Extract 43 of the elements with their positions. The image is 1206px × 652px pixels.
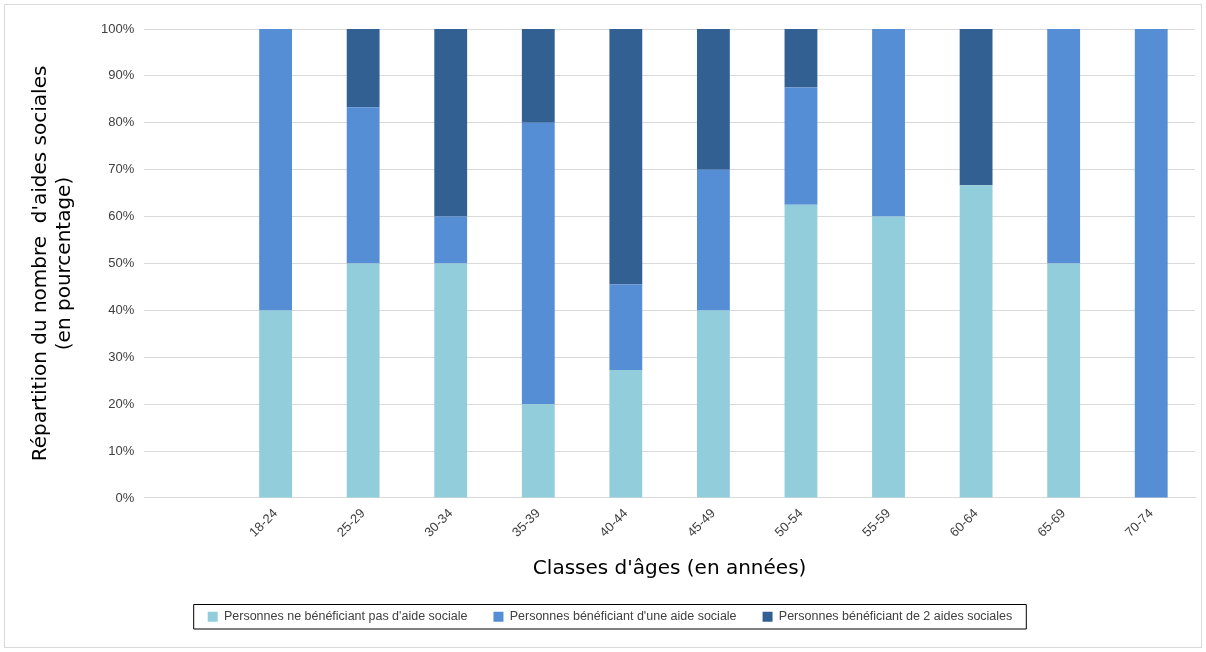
bar: [259, 29, 293, 311]
y-tick-label: 80%: [108, 114, 135, 130]
bar: [521, 29, 555, 123]
y-tick-label: 40%: [108, 301, 135, 317]
y-tick-label: 30%: [108, 348, 135, 364]
y-axis-title: Répartition du nombre d'aides sociales (en pourcentage): [27, 65, 76, 462]
bar: [434, 29, 468, 217]
y-tick-label: 50%: [108, 255, 135, 271]
bar: [872, 29, 905, 217]
bar: [784, 204, 818, 498]
bar: [434, 216, 468, 264]
bar: [872, 216, 905, 498]
bar: [959, 185, 993, 498]
y-tick-label: 90%: [108, 67, 135, 83]
legend-label: Personnes bénéficiant de 2 aides sociales: [778, 609, 1013, 624]
bar: [696, 310, 730, 498]
bar: [1047, 29, 1081, 264]
bar: [434, 263, 468, 498]
bar: [609, 29, 643, 285]
y-tick-label: 70%: [108, 161, 135, 177]
y-tick-label: 60%: [108, 208, 135, 224]
bar: [784, 87, 818, 205]
y-tick-label: 10%: [108, 442, 135, 458]
y-tick-label: 20%: [108, 395, 135, 411]
bar: [959, 29, 993, 186]
legend-label: Personnes bénéficiant d'une aide sociale: [509, 609, 737, 624]
y-tick-label: 0%: [115, 489, 135, 505]
bar: [1134, 29, 1168, 498]
bar: [521, 122, 555, 405]
bar: [521, 404, 555, 498]
bar: [696, 169, 730, 311]
bar: [346, 29, 380, 108]
bar: [784, 29, 818, 88]
bar: [696, 29, 730, 170]
y-tick-label: 100%: [101, 20, 135, 36]
bar: [1047, 263, 1081, 498]
bar: [346, 263, 380, 498]
legend-label: Personnes ne bénéficiant pas d'aide sociale: [223, 609, 468, 624]
x-axis-title: Classes d'âges (en années): [532, 554, 807, 579]
bar: [259, 310, 293, 498]
bar: [609, 369, 643, 498]
bar: [609, 284, 643, 370]
bar: [346, 107, 380, 264]
